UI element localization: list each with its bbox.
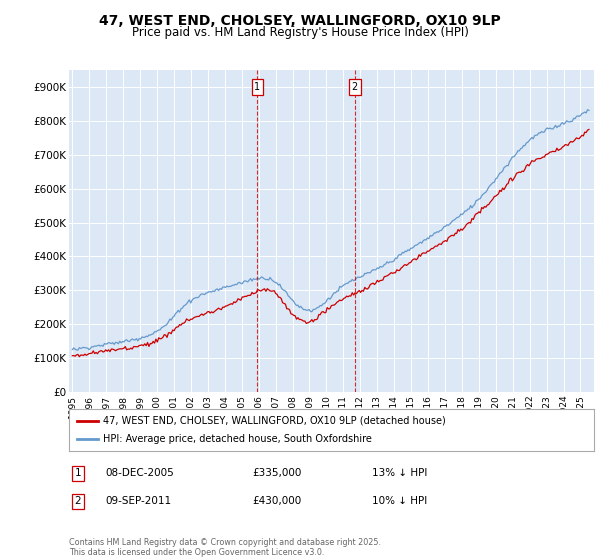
Text: 47, WEST END, CHOLSEY, WALLINGFORD, OX10 9LP (detached house): 47, WEST END, CHOLSEY, WALLINGFORD, OX10… xyxy=(103,416,446,426)
Text: 47, WEST END, CHOLSEY, WALLINGFORD, OX10 9LP: 47, WEST END, CHOLSEY, WALLINGFORD, OX10… xyxy=(99,14,501,28)
Text: 13% ↓ HPI: 13% ↓ HPI xyxy=(372,468,427,478)
Text: 1: 1 xyxy=(74,468,82,478)
Text: £335,000: £335,000 xyxy=(252,468,301,478)
Text: 2: 2 xyxy=(74,496,82,506)
Text: 1: 1 xyxy=(254,82,260,92)
Text: £430,000: £430,000 xyxy=(252,496,301,506)
Text: 2: 2 xyxy=(352,82,358,92)
Text: 10% ↓ HPI: 10% ↓ HPI xyxy=(372,496,427,506)
Text: 08-DEC-2005: 08-DEC-2005 xyxy=(105,468,174,478)
Text: Contains HM Land Registry data © Crown copyright and database right 2025.
This d: Contains HM Land Registry data © Crown c… xyxy=(69,538,381,557)
Text: Price paid vs. HM Land Registry's House Price Index (HPI): Price paid vs. HM Land Registry's House … xyxy=(131,26,469,39)
Text: HPI: Average price, detached house, South Oxfordshire: HPI: Average price, detached house, Sout… xyxy=(103,434,372,444)
Text: 09-SEP-2011: 09-SEP-2011 xyxy=(105,496,171,506)
